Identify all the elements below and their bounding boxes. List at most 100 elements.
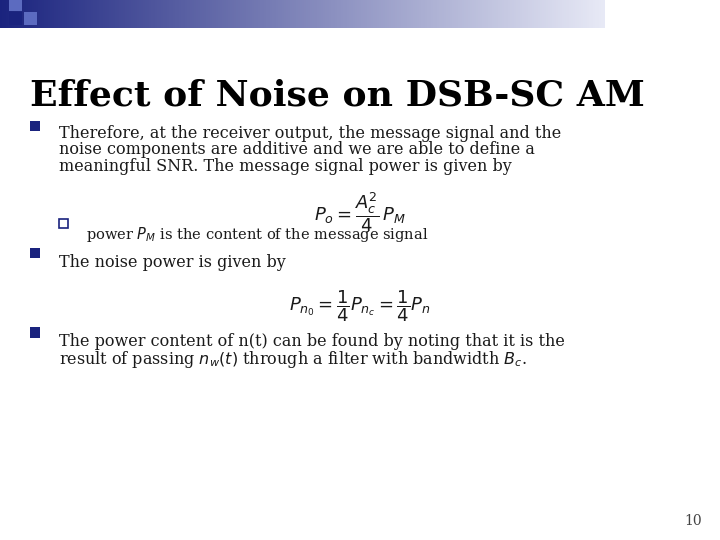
Bar [297, 0, 298, 28]
Bar [577, 0, 579, 28]
Bar [0, 0, 2, 28]
Bar [282, 0, 284, 28]
Bar [278, 0, 280, 28]
Bar [397, 0, 399, 28]
Bar [403, 0, 405, 28]
Bar [103, 0, 105, 28]
Bar [524, 0, 526, 28]
Bar [444, 0, 446, 28]
Bar [222, 0, 224, 28]
Bar [149, 0, 151, 28]
Bar [361, 0, 363, 28]
Bar [139, 0, 141, 28]
Bar [542, 0, 544, 28]
Bar [530, 0, 532, 28]
Bar [40, 0, 42, 28]
Bar [441, 0, 444, 28]
Bar [365, 0, 367, 28]
Bar [287, 0, 288, 28]
Bar [111, 0, 113, 28]
Bar [78, 0, 81, 28]
Bar [166, 0, 167, 28]
Bar [274, 0, 276, 28]
Text: The noise power is given by: The noise power is given by [59, 254, 286, 271]
Bar [298, 0, 300, 28]
Bar [38, 0, 40, 28]
Bar [320, 0, 323, 28]
Bar [91, 0, 93, 28]
Bar [377, 0, 379, 28]
Bar [246, 0, 248, 28]
Bar [268, 0, 270, 28]
Bar [335, 0, 337, 28]
Bar [232, 0, 234, 28]
Bar [436, 0, 438, 28]
Bar [240, 0, 242, 28]
Bar [30, 327, 40, 338]
Bar [428, 0, 429, 28]
Text: $P_o = \dfrac{A_c^2}{4}\,P_M$: $P_o = \dfrac{A_c^2}{4}\,P_M$ [314, 190, 406, 234]
Bar [16, 0, 18, 28]
Bar [405, 0, 408, 28]
Bar [194, 0, 196, 28]
Bar [395, 0, 397, 28]
Bar [401, 0, 403, 28]
Bar [204, 0, 206, 28]
Bar [58, 0, 60, 28]
Bar [466, 0, 468, 28]
Bar [459, 0, 462, 28]
Bar [305, 0, 307, 28]
Bar [60, 0, 63, 28]
Bar [323, 0, 325, 28]
Bar [559, 0, 560, 28]
Bar [18, 0, 20, 28]
Bar [439, 0, 441, 28]
Bar [590, 0, 593, 28]
Bar [347, 0, 348, 28]
Bar [125, 0, 127, 28]
Bar [500, 0, 502, 28]
Bar [137, 0, 139, 28]
Bar [206, 0, 207, 28]
Bar [288, 0, 290, 28]
Bar [338, 0, 341, 28]
Bar [496, 0, 498, 28]
Bar [169, 0, 171, 28]
Bar [488, 0, 490, 28]
Bar [75, 0, 76, 28]
Bar [506, 0, 508, 28]
Bar [107, 0, 109, 28]
Bar [472, 0, 474, 28]
Bar [68, 0, 71, 28]
Bar [351, 0, 353, 28]
Bar [562, 0, 564, 28]
Bar [171, 0, 174, 28]
Bar [65, 0, 66, 28]
Bar [153, 0, 156, 28]
Bar [595, 0, 597, 28]
Bar [498, 0, 500, 28]
Bar [217, 0, 220, 28]
Bar [569, 0, 570, 28]
Bar [220, 0, 222, 28]
Bar [536, 0, 539, 28]
Bar [119, 0, 121, 28]
Bar [341, 0, 343, 28]
Bar [315, 0, 317, 28]
Bar [264, 0, 266, 28]
Bar [502, 0, 504, 28]
Bar [462, 0, 464, 28]
Bar [20, 0, 22, 28]
Bar [199, 0, 202, 28]
Bar [593, 0, 595, 28]
Bar [71, 0, 73, 28]
Bar [302, 0, 305, 28]
Bar [244, 0, 246, 28]
Bar [476, 0, 478, 28]
Bar [474, 0, 476, 28]
Bar [383, 0, 385, 28]
Bar [207, 0, 210, 28]
Bar [528, 0, 530, 28]
Bar [526, 0, 528, 28]
Bar [133, 0, 135, 28]
